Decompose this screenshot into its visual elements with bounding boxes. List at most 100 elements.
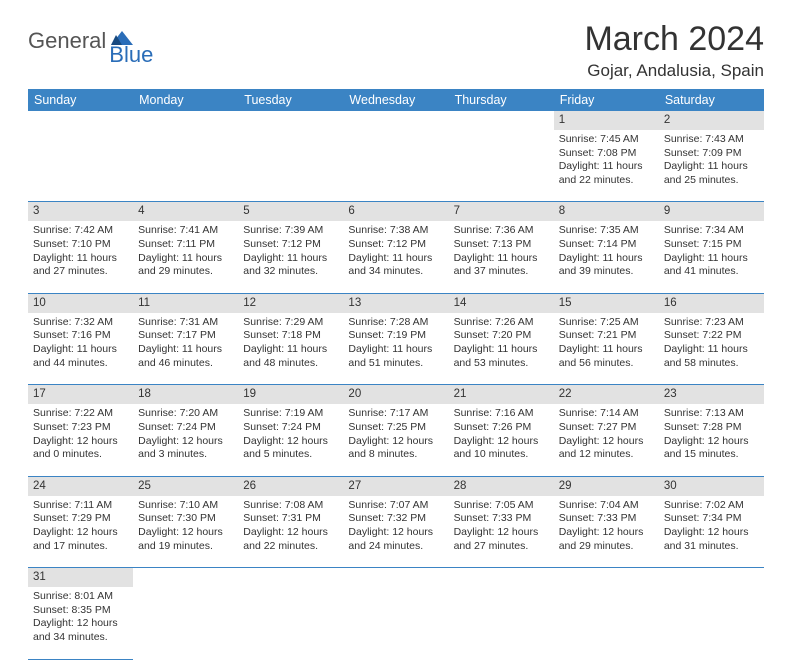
day-cell: Sunrise: 7:07 AMSunset: 7:32 PMDaylight:…: [343, 496, 448, 568]
day-number: 28: [449, 476, 554, 495]
daylight-line: Daylight: 11 hours and 34 minutes.: [348, 252, 443, 279]
day-number: 8: [554, 202, 659, 221]
day-cell: [659, 587, 764, 659]
day-number: 5: [238, 202, 343, 221]
day-cell: Sunrise: 7:08 AMSunset: 7:31 PMDaylight:…: [238, 496, 343, 568]
daylight-line: Daylight: 11 hours and 53 minutes.: [454, 343, 549, 370]
day-cell: Sunrise: 7:38 AMSunset: 7:12 PMDaylight:…: [343, 221, 448, 293]
sunrise-line: Sunrise: 7:31 AM: [138, 316, 233, 330]
sunrise-line: Sunrise: 7:41 AM: [138, 224, 233, 238]
daylight-line: Daylight: 12 hours and 24 minutes.: [348, 526, 443, 553]
day-cell: Sunrise: 7:19 AMSunset: 7:24 PMDaylight:…: [238, 404, 343, 476]
day-number: 10: [28, 293, 133, 312]
daylight-line: Daylight: 12 hours and 17 minutes.: [33, 526, 128, 553]
day-number: 31: [28, 568, 133, 587]
sunset-line: Sunset: 7:33 PM: [454, 512, 549, 526]
day-header: Monday: [133, 89, 238, 111]
sunset-line: Sunset: 7:28 PM: [664, 421, 759, 435]
day-header: Friday: [554, 89, 659, 111]
sunrise-line: Sunrise: 7:20 AM: [138, 407, 233, 421]
daylight-line: Daylight: 11 hours and 27 minutes.: [33, 252, 128, 279]
sunrise-line: Sunrise: 7:32 AM: [33, 316, 128, 330]
day-number: 21: [449, 385, 554, 404]
day-header: Sunday: [28, 89, 133, 111]
day-header-row: SundayMondayTuesdayWednesdayThursdayFrid…: [28, 89, 764, 111]
calendar-table: SundayMondayTuesdayWednesdayThursdayFrid…: [28, 89, 764, 660]
daylight-line: Daylight: 12 hours and 31 minutes.: [664, 526, 759, 553]
daylight-line: Daylight: 11 hours and 22 minutes.: [559, 160, 654, 187]
day-number: 23: [659, 385, 764, 404]
day-cell: Sunrise: 7:16 AMSunset: 7:26 PMDaylight:…: [449, 404, 554, 476]
day-number: 30: [659, 476, 764, 495]
day-cell: Sunrise: 7:31 AMSunset: 7:17 PMDaylight:…: [133, 313, 238, 385]
sunset-line: Sunset: 7:17 PM: [138, 329, 233, 343]
daylight-line: Daylight: 12 hours and 19 minutes.: [138, 526, 233, 553]
day-number: 19: [238, 385, 343, 404]
day-number: 3: [28, 202, 133, 221]
day-cell: Sunrise: 7:41 AMSunset: 7:11 PMDaylight:…: [133, 221, 238, 293]
day-cell: Sunrise: 7:11 AMSunset: 7:29 PMDaylight:…: [28, 496, 133, 568]
day-number: 22: [554, 385, 659, 404]
daylight-line: Daylight: 12 hours and 0 minutes.: [33, 435, 128, 462]
day-cell: Sunrise: 7:04 AMSunset: 7:33 PMDaylight:…: [554, 496, 659, 568]
day-cell: [133, 587, 238, 659]
day-number: 11: [133, 293, 238, 312]
day-number: 26: [238, 476, 343, 495]
daylight-line: Daylight: 11 hours and 56 minutes.: [559, 343, 654, 370]
day-cell: Sunrise: 7:10 AMSunset: 7:30 PMDaylight:…: [133, 496, 238, 568]
day-cell: Sunrise: 7:43 AMSunset: 7:09 PMDaylight:…: [659, 130, 764, 202]
day-cell: Sunrise: 7:23 AMSunset: 7:22 PMDaylight:…: [659, 313, 764, 385]
day-number: 16: [659, 293, 764, 312]
sunset-line: Sunset: 7:32 PM: [348, 512, 443, 526]
sunset-line: Sunset: 7:12 PM: [243, 238, 338, 252]
sunrise-line: Sunrise: 7:16 AM: [454, 407, 549, 421]
info-row: Sunrise: 7:42 AMSunset: 7:10 PMDaylight:…: [28, 221, 764, 293]
day-cell: Sunrise: 7:22 AMSunset: 7:23 PMDaylight:…: [28, 404, 133, 476]
day-header: Thursday: [449, 89, 554, 111]
sunrise-line: Sunrise: 7:13 AM: [664, 407, 759, 421]
sunrise-line: Sunrise: 7:36 AM: [454, 224, 549, 238]
day-cell: Sunrise: 7:35 AMSunset: 7:14 PMDaylight:…: [554, 221, 659, 293]
day-cell: [449, 587, 554, 659]
daynum-row: 3456789: [28, 202, 764, 221]
day-number: [554, 568, 659, 587]
daylight-line: Daylight: 12 hours and 29 minutes.: [559, 526, 654, 553]
sunrise-line: Sunrise: 7:11 AM: [33, 499, 128, 513]
sunrise-line: Sunrise: 7:25 AM: [559, 316, 654, 330]
sunrise-line: Sunrise: 7:43 AM: [664, 133, 759, 147]
sunrise-line: Sunrise: 7:05 AM: [454, 499, 549, 513]
sunset-line: Sunset: 7:29 PM: [33, 512, 128, 526]
daylight-line: Daylight: 11 hours and 41 minutes.: [664, 252, 759, 279]
day-number: 7: [449, 202, 554, 221]
day-cell: Sunrise: 7:36 AMSunset: 7:13 PMDaylight:…: [449, 221, 554, 293]
day-number: 18: [133, 385, 238, 404]
daylight-line: Daylight: 11 hours and 51 minutes.: [348, 343, 443, 370]
day-number: 4: [133, 202, 238, 221]
day-cell: Sunrise: 7:14 AMSunset: 7:27 PMDaylight:…: [554, 404, 659, 476]
daylight-line: Daylight: 12 hours and 3 minutes.: [138, 435, 233, 462]
sunset-line: Sunset: 7:15 PM: [664, 238, 759, 252]
sunset-line: Sunset: 7:23 PM: [33, 421, 128, 435]
day-number: 2: [659, 111, 764, 130]
daynum-row: 17181920212223: [28, 385, 764, 404]
day-number: [28, 111, 133, 130]
day-header: Wednesday: [343, 89, 448, 111]
day-number: 6: [343, 202, 448, 221]
sunrise-line: Sunrise: 8:01 AM: [33, 590, 128, 604]
day-cell: [133, 130, 238, 202]
day-cell: Sunrise: 7:28 AMSunset: 7:19 PMDaylight:…: [343, 313, 448, 385]
day-cell: Sunrise: 7:39 AMSunset: 7:12 PMDaylight:…: [238, 221, 343, 293]
header: General Blue March 2024 Gojar, Andalusia…: [28, 20, 764, 81]
month-title: March 2024: [584, 20, 764, 59]
daylight-line: Daylight: 11 hours and 39 minutes.: [559, 252, 654, 279]
day-cell: [238, 587, 343, 659]
sunset-line: Sunset: 7:19 PM: [348, 329, 443, 343]
sunset-line: Sunset: 7:09 PM: [664, 147, 759, 161]
day-cell: Sunrise: 7:34 AMSunset: 7:15 PMDaylight:…: [659, 221, 764, 293]
sunrise-line: Sunrise: 7:42 AM: [33, 224, 128, 238]
day-number: [238, 568, 343, 587]
daylight-line: Daylight: 12 hours and 8 minutes.: [348, 435, 443, 462]
day-header: Saturday: [659, 89, 764, 111]
day-cell: Sunrise: 7:32 AMSunset: 7:16 PMDaylight:…: [28, 313, 133, 385]
info-row: Sunrise: 7:32 AMSunset: 7:16 PMDaylight:…: [28, 313, 764, 385]
